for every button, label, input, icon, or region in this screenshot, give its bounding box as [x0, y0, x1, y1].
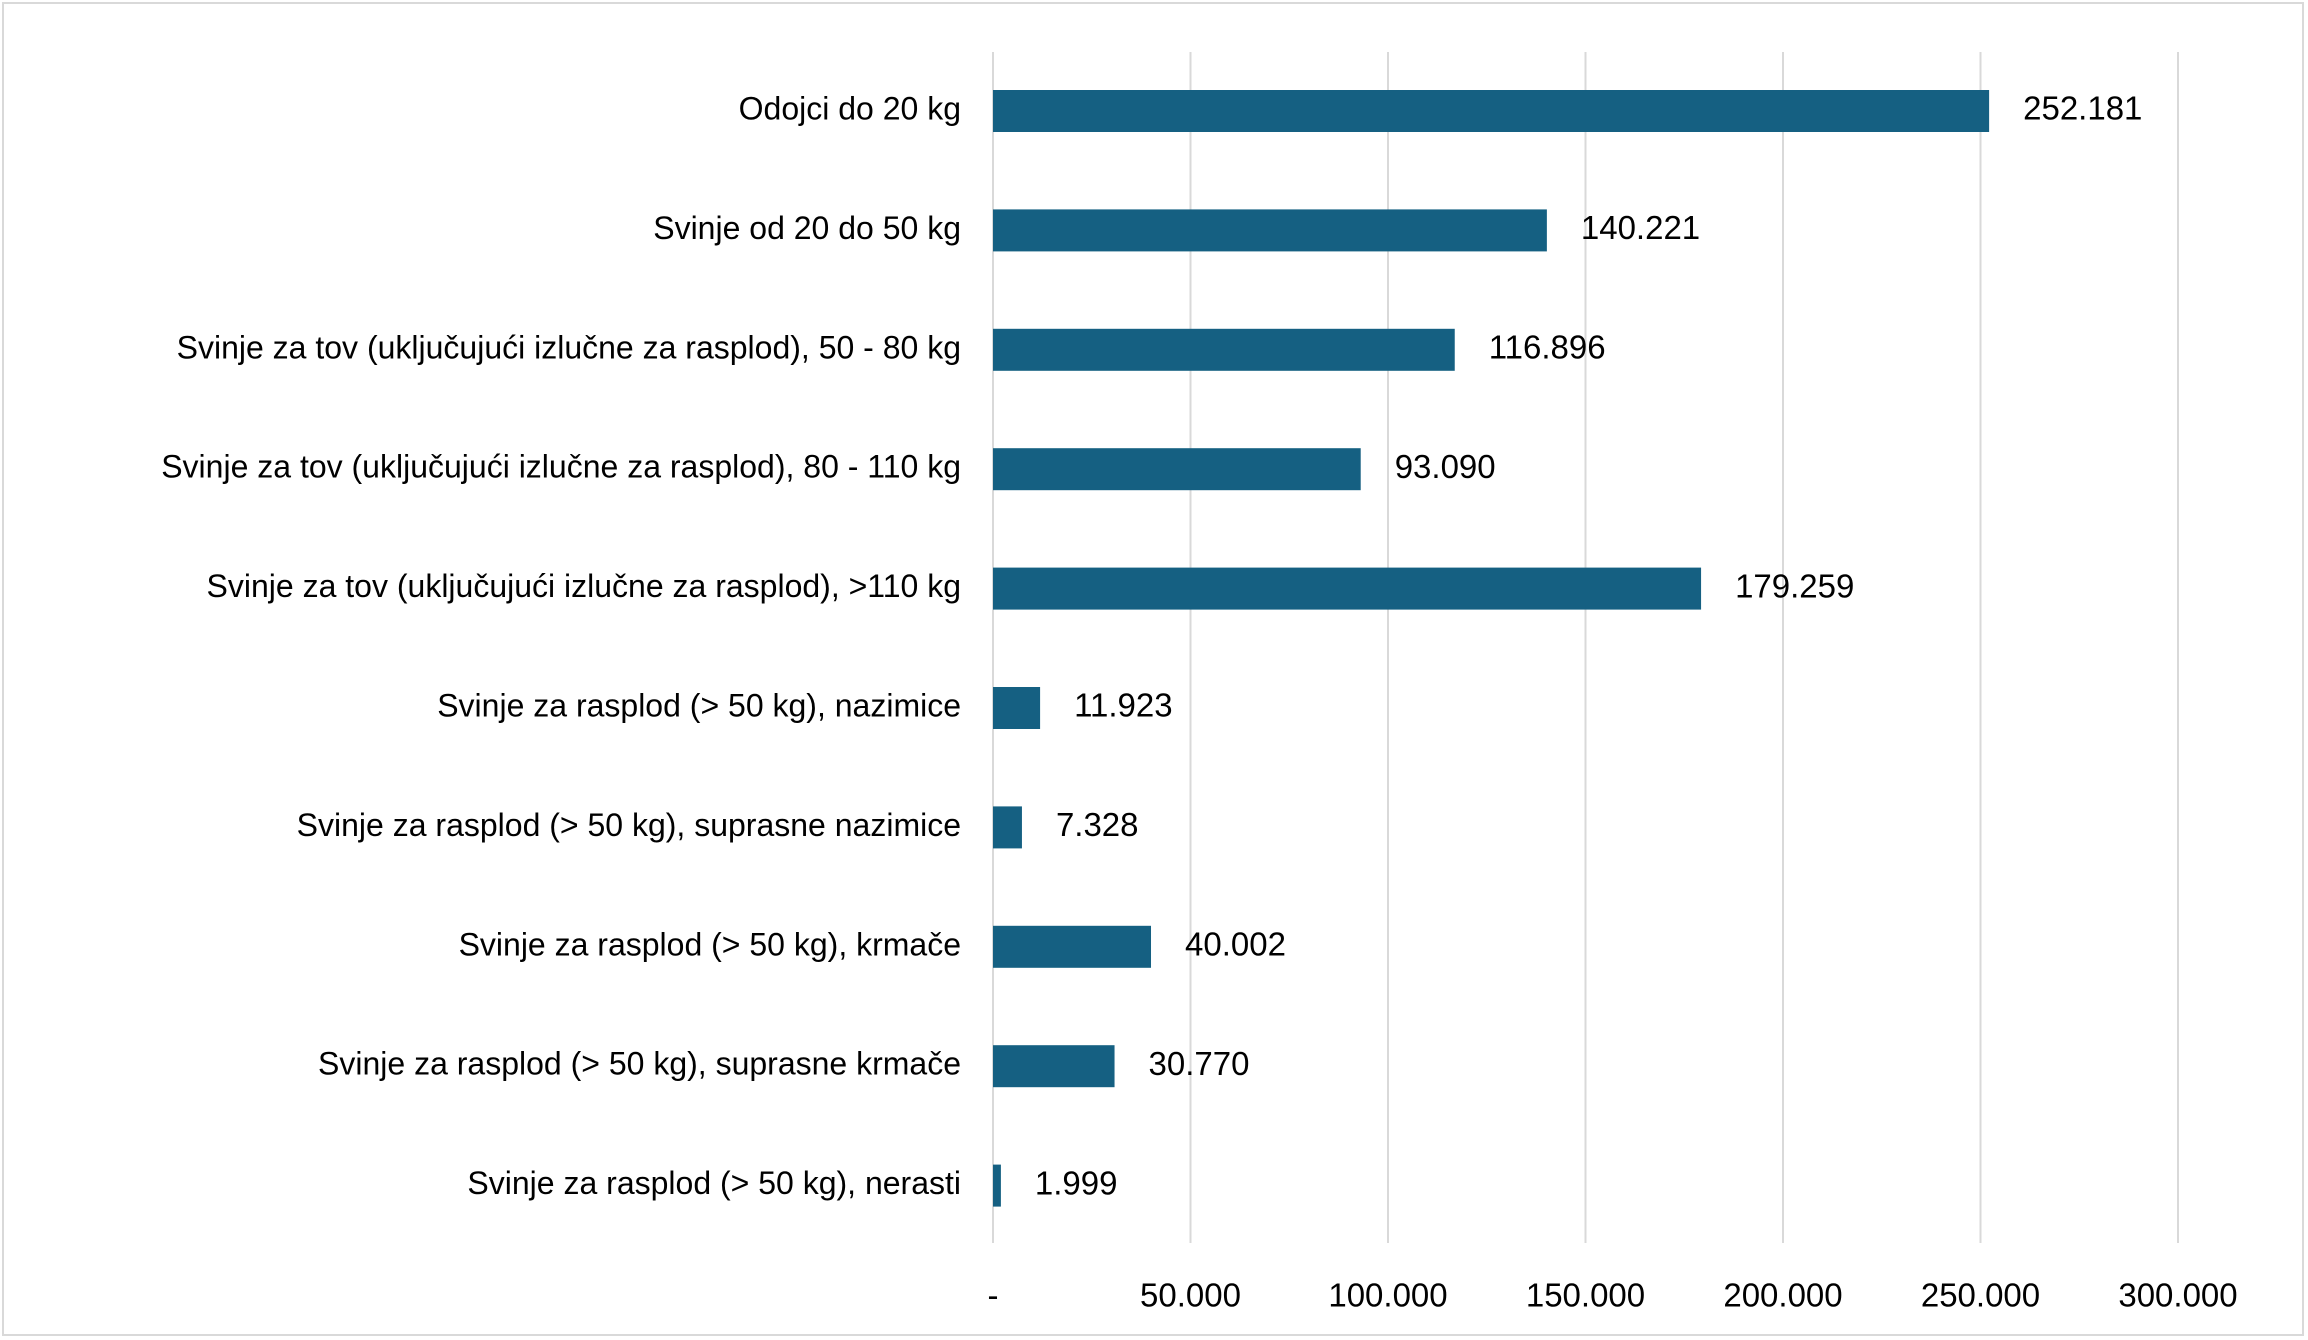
x-tick-label: 50.000: [1140, 1277, 1241, 1314]
category-label: Svinje za rasplod (> 50 kg), nerasti: [467, 1165, 961, 1201]
data-label: 179.259: [1735, 567, 1854, 604]
bar: [993, 1164, 1001, 1207]
data-label: 30.770: [1149, 1045, 1250, 1082]
bar: [993, 925, 1152, 968]
bar: [993, 687, 1041, 729]
bar: [993, 209, 1547, 252]
category-label: Svinje za rasplod (> 50 kg), suprasne kr…: [318, 1046, 961, 1082]
bars: [993, 90, 1990, 1207]
x-tick-label: 200.000: [1723, 1277, 1842, 1314]
x-tick-label: 100.000: [1328, 1277, 1447, 1314]
data-label: 40.002: [1185, 926, 1286, 963]
bar: [993, 90, 1990, 132]
data-label: 140.221: [1581, 209, 1700, 246]
data-label: 116.896: [1489, 329, 1606, 366]
category-label: Svinje za tov (uključujući izlučne za ra…: [207, 568, 961, 604]
category-label: Svinje za rasplod (> 50 kg), suprasne na…: [297, 807, 961, 843]
bar: [993, 448, 1361, 491]
bar: [993, 567, 1702, 610]
data-labels: 252.181 140.221 116.896 93.090 179.259 11.923…: [1035, 90, 2143, 1202]
category-label: Svinje za tov (uključujući izlučne za ra…: [161, 449, 961, 485]
category-label: Svinje za rasplod (> 50 kg), nazimice: [437, 687, 961, 723]
x-tick-label: 300.000: [2118, 1277, 2237, 1314]
x-tick-label: -: [988, 1277, 999, 1314]
x-axis-ticks: - 50.000 100.000 150.000 200.000 250.000 300.0…: [988, 1277, 2238, 1314]
category-label: Svinje za tov (uključujući izlučne za ra…: [177, 329, 961, 365]
bar: [993, 806, 1022, 849]
data-label: 1.999: [1035, 1164, 1118, 1201]
data-label: 7.328: [1056, 806, 1139, 843]
category-label: Svinje od 20 do 50 kg: [653, 210, 961, 246]
bar: [993, 328, 1455, 371]
data-label: 252.181: [2023, 90, 2142, 127]
x-tick-label: 250.000: [1921, 1277, 2040, 1314]
bar: [993, 1045, 1115, 1088]
x-tick-label: 150.000: [1526, 1277, 1645, 1314]
category-label: Odojci do 20 kg: [739, 90, 961, 126]
category-labels: Odojci do 20 kg Svinje od 20 do 50 kg Svin…: [161, 90, 961, 1201]
data-label: 93.090: [1395, 448, 1496, 485]
data-label: 11.923: [1074, 687, 1172, 724]
category-label: Svinje za rasplod (> 50 kg), krmače: [459, 926, 961, 962]
